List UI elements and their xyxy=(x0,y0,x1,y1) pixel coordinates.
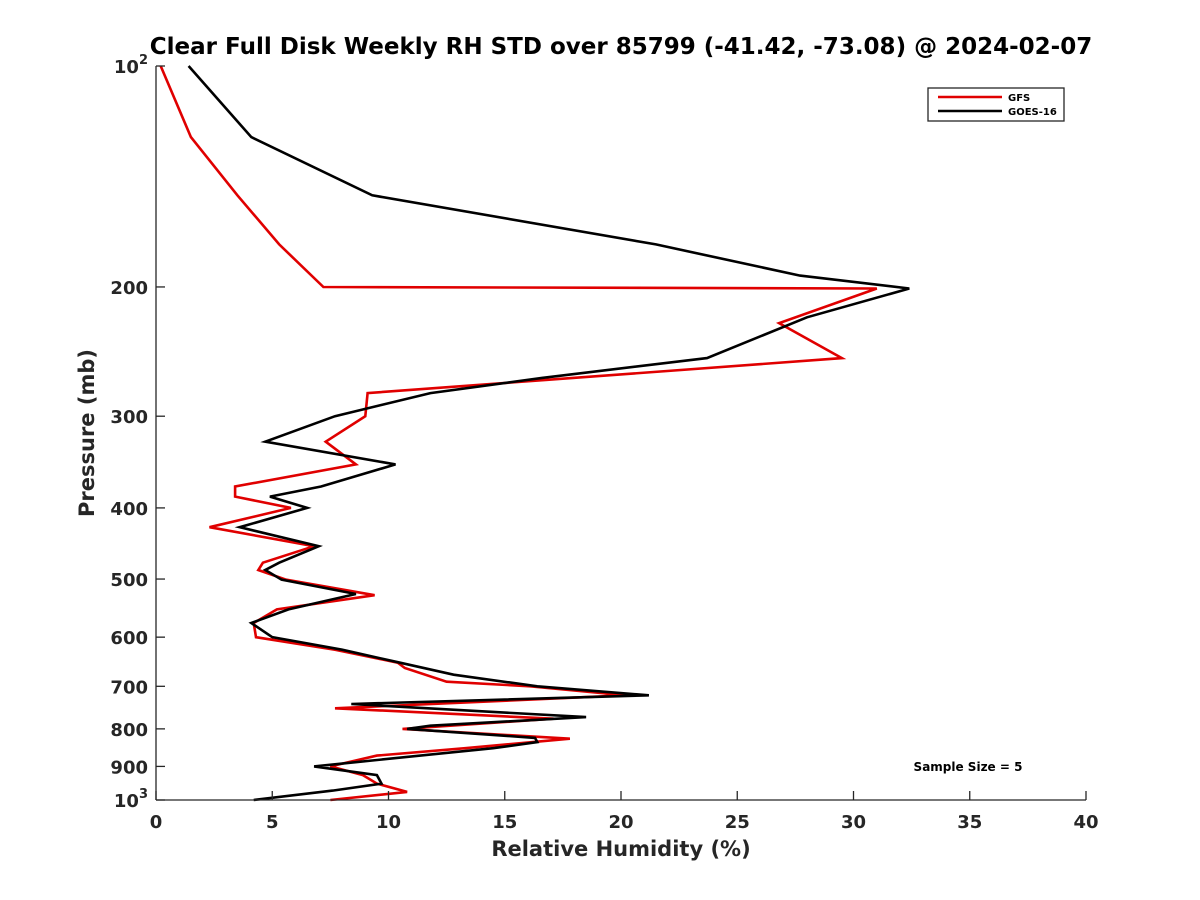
chart-title: Clear Full Disk Weekly RH STD over 85799… xyxy=(150,34,1092,60)
x-tick-label: 0 xyxy=(150,812,163,833)
x-tick-label: 20 xyxy=(608,812,633,833)
y-tick-label: 300 xyxy=(110,407,148,428)
y-tick-label: 600 xyxy=(110,628,148,649)
legend-label-gfs: GFS xyxy=(1008,93,1030,104)
plot-area xyxy=(156,66,1086,800)
x-tick-label: 10 xyxy=(376,812,401,833)
x-tick-label: 15 xyxy=(492,812,517,833)
y-tick-label: 103 xyxy=(114,787,148,812)
sample-size-annotation: Sample Size = 5 xyxy=(914,760,1023,774)
legend-box xyxy=(927,87,1065,122)
y-tick-label: 800 xyxy=(110,720,148,741)
y-tick-label: 900 xyxy=(110,757,148,778)
x-tick-label: 5 xyxy=(266,812,279,833)
series-line-goes-16 xyxy=(187,65,910,802)
x-tick-label: 25 xyxy=(725,812,750,833)
y-axis-label: Pressure (mb) xyxy=(75,349,99,517)
x-tick-label: 40 xyxy=(1073,812,1098,833)
y-tick-label: 700 xyxy=(110,677,148,698)
x-tick-label: 35 xyxy=(957,812,982,833)
legend: GFS GOES-16 xyxy=(927,87,1065,122)
y-tick-label: 500 xyxy=(110,570,148,591)
plot-background xyxy=(156,66,1086,800)
axes: 0 5 10 15 20 25 30 35 40 102 200 300 400 500 600 700 800… xyxy=(110,53,1098,833)
series-lines xyxy=(159,65,910,802)
y-tick-label: 102 xyxy=(114,53,148,78)
y-tick-label: 200 xyxy=(110,278,148,299)
x-tick-label: 30 xyxy=(841,812,866,833)
x-axis-label: Relative Humidity (%) xyxy=(491,837,750,861)
y-tick-label: 400 xyxy=(110,499,148,520)
legend-label-goes-16: GOES-16 xyxy=(1008,107,1057,118)
